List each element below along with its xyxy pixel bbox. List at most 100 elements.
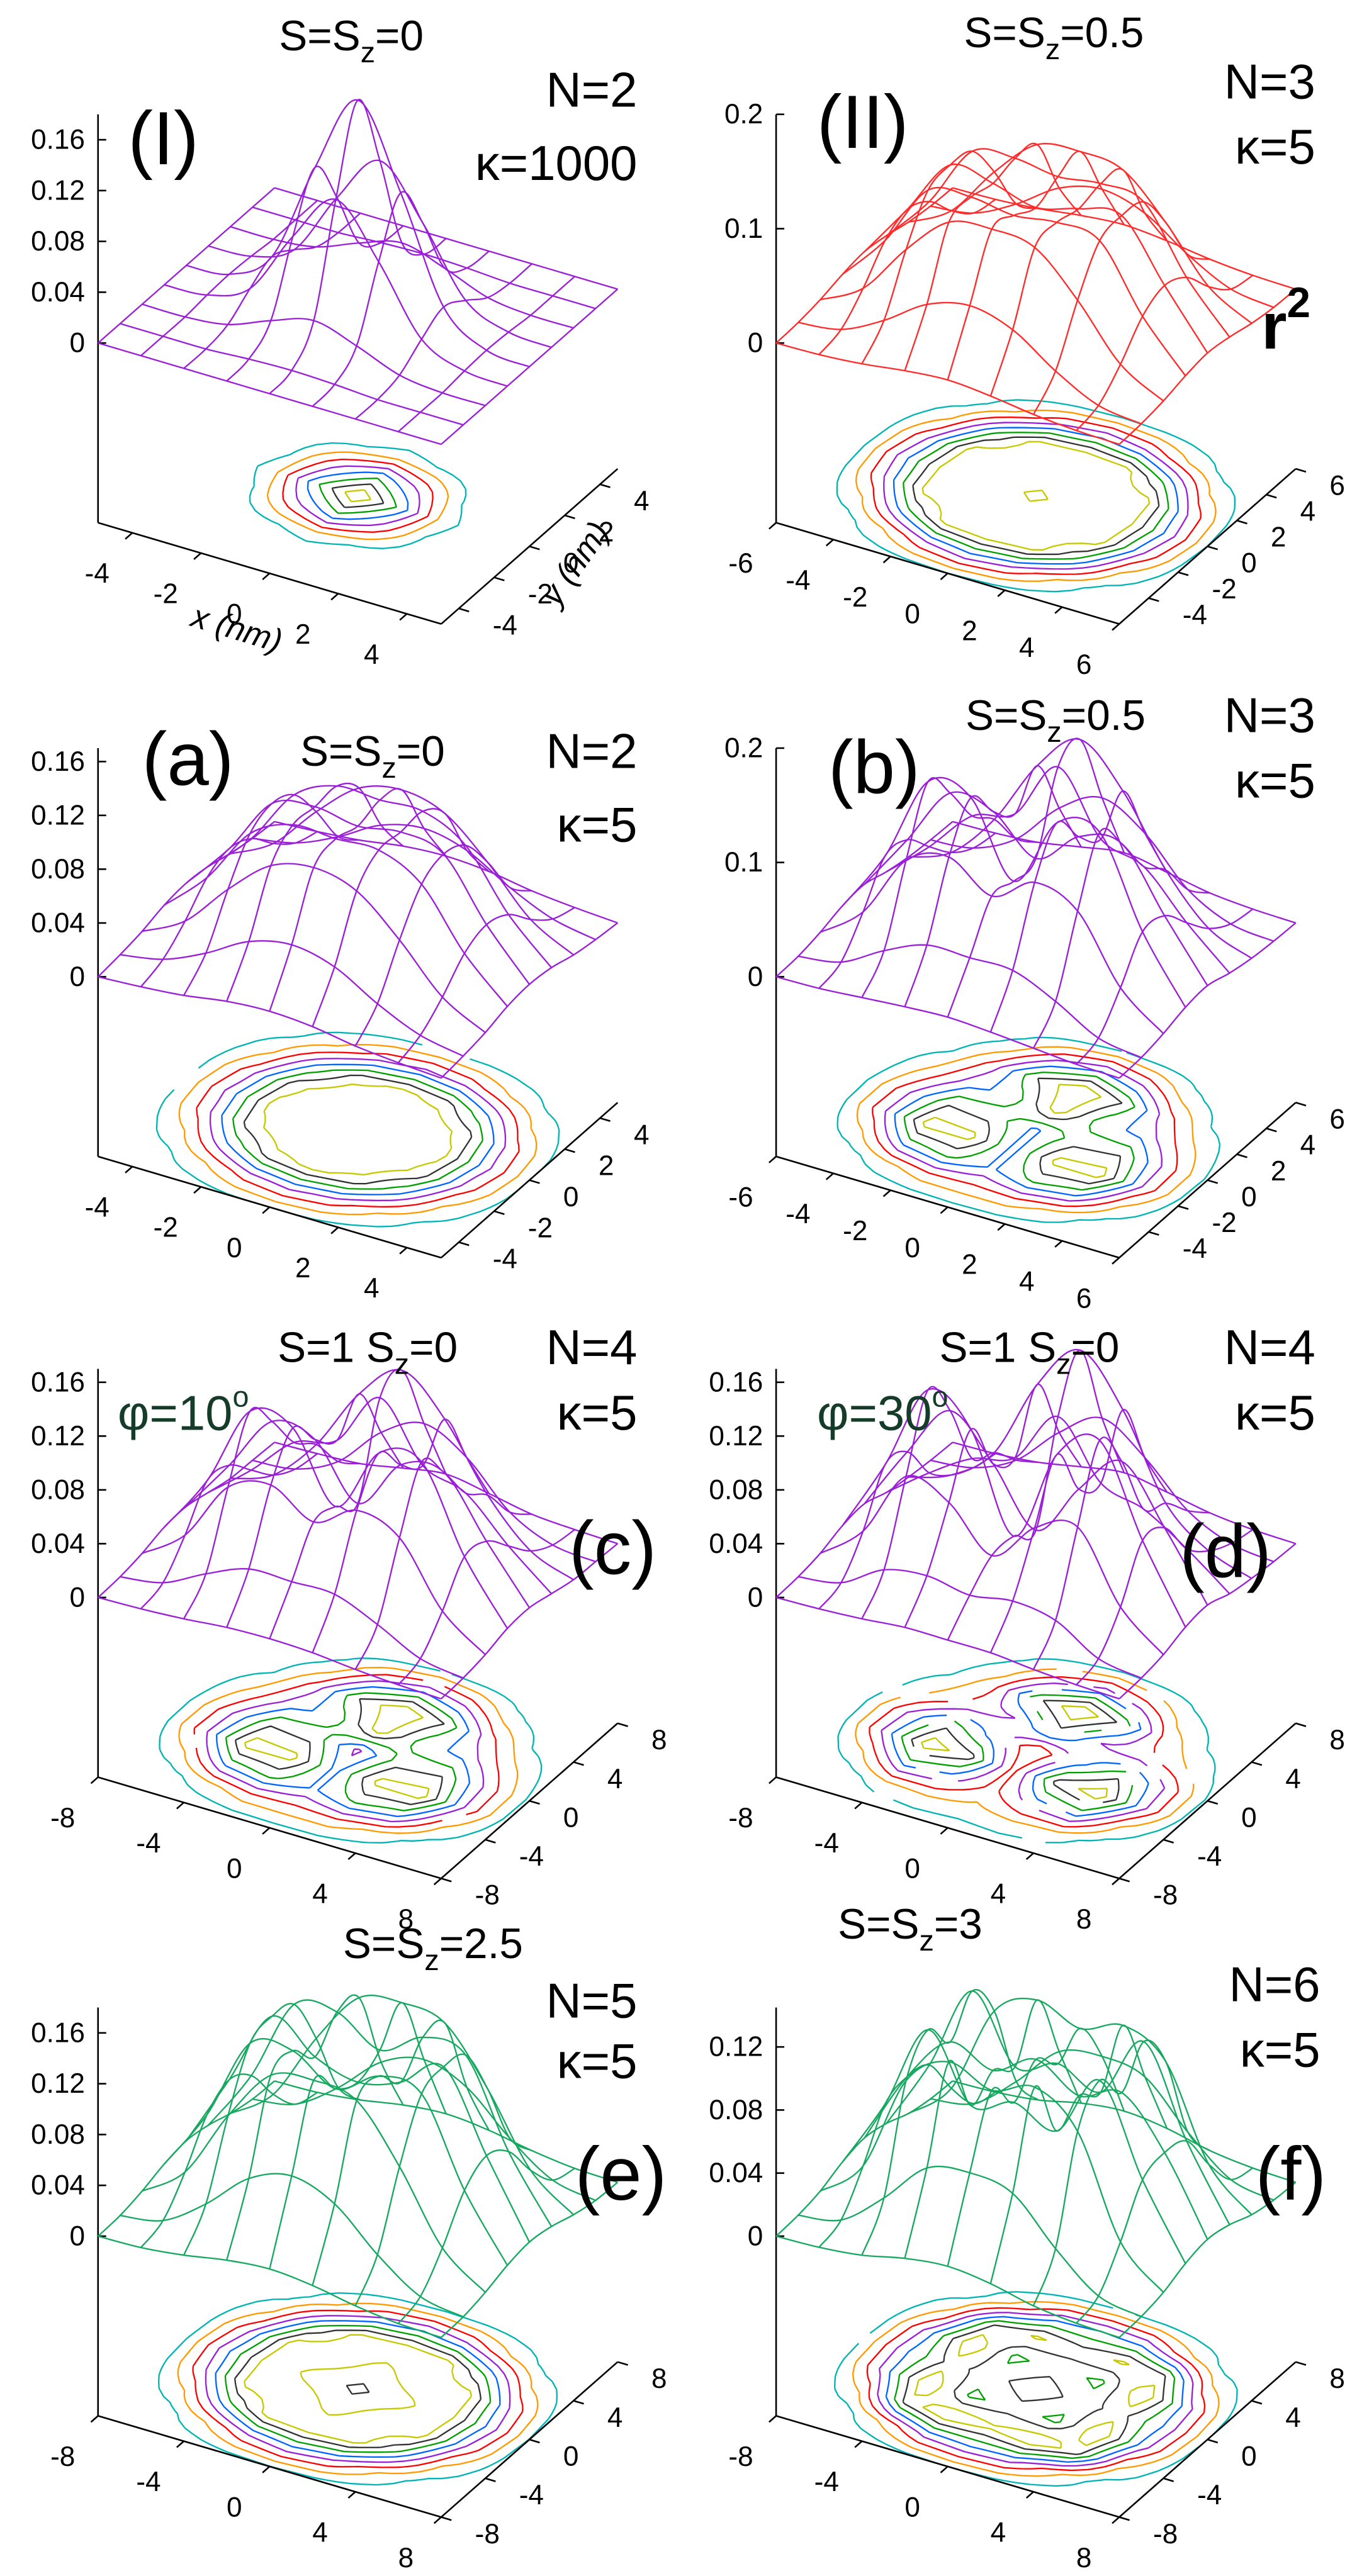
y-tick-label: -4 — [1183, 600, 1207, 630]
contour — [856, 1046, 1197, 1214]
panel-label: (d) — [1180, 1510, 1271, 1594]
contour — [855, 409, 1217, 582]
spin-text: =0 — [1071, 1324, 1120, 1371]
n-label: N=5 — [546, 1974, 637, 2029]
z-tick-label: 0.08 — [709, 1474, 763, 1505]
spin-subscript: z — [424, 1944, 439, 1976]
spin-text: S=S — [279, 13, 360, 60]
spin-text: S=1 S — [278, 1324, 395, 1371]
y-tick-label: -8 — [1153, 2519, 1178, 2550]
x-tick — [769, 1155, 777, 1163]
annotation-text: r — [1261, 290, 1287, 363]
spin-subscript: z — [395, 1348, 409, 1380]
mesh-line — [230, 1369, 574, 1581]
spin-text: S=S — [838, 1901, 919, 1948]
mesh-line — [930, 795, 1275, 942]
x-tick — [176, 1801, 184, 1810]
x-tick-label: 4 — [364, 639, 380, 670]
y-axis-label: y (nm) — [532, 515, 617, 613]
x-tick — [193, 1186, 202, 1194]
mesh-line — [886, 766, 1230, 974]
contour — [234, 1698, 445, 1806]
contour — [249, 442, 467, 549]
mesh-line — [861, 1989, 1039, 2256]
x-tick — [1112, 1257, 1120, 1265]
contour — [331, 483, 385, 508]
x-tick-label: -2 — [843, 582, 867, 613]
spin-subscript: z — [1047, 715, 1061, 748]
mesh-line — [97, 187, 275, 344]
x-tick-label: 8 — [398, 2543, 414, 2573]
x-tick-label: 0 — [904, 1233, 920, 1263]
contour — [866, 2307, 1206, 2472]
y-tick-label: 8 — [1329, 1725, 1345, 1756]
x-tick — [330, 593, 339, 601]
spin-subscript: z — [381, 751, 396, 784]
x-tick-label: 2 — [962, 1250, 977, 1280]
x-tick-label: -8 — [728, 2441, 753, 2472]
y-tick-label: 8 — [651, 1725, 667, 1756]
z-tick-label: 0.08 — [31, 1474, 85, 1505]
y-tick-label: -4 — [1183, 1233, 1207, 1264]
y-tick — [1251, 1761, 1263, 1766]
x-tick — [90, 1776, 99, 1784]
mesh-line — [226, 165, 404, 382]
mesh-line — [1118, 2181, 1297, 2338]
mesh-line — [269, 788, 447, 1012]
z-tick-label: 0.16 — [31, 2017, 85, 2048]
x-tick-label: 4 — [991, 1879, 1006, 1910]
y-tick-label: -4 — [1197, 2480, 1222, 2511]
phi-label: φ=30o — [817, 1380, 949, 1441]
contour — [892, 427, 1179, 565]
mesh-line — [1118, 922, 1297, 1079]
mesh-line — [142, 1480, 486, 1655]
y-tick — [1295, 1722, 1307, 1727]
mesh-line — [775, 976, 1120, 1079]
mesh-line — [98, 1596, 442, 1700]
y-tick-label: -2 — [1212, 1207, 1236, 1238]
mesh-line — [140, 831, 318, 987]
mesh-line — [775, 1442, 954, 1598]
z-tick-label: 0 — [748, 2220, 763, 2251]
contour — [921, 440, 1151, 551]
contour — [836, 1036, 1221, 1223]
x-tick — [433, 1878, 442, 1886]
y-tick-label: -4 — [1197, 1841, 1222, 1872]
spin-text: =0.5 — [1060, 9, 1144, 56]
mesh-line — [97, 2080, 275, 2237]
contour — [196, 1051, 520, 1208]
mesh-line — [441, 1543, 619, 1700]
y-tick — [529, 546, 540, 551]
y-tick — [1118, 1878, 1130, 1883]
contour — [262, 1084, 453, 1176]
x-tick-label: -2 — [843, 1216, 867, 1246]
mesh-line — [164, 198, 508, 387]
kappa-label: κ=5 — [557, 797, 638, 852]
mesh-line — [142, 2072, 486, 2293]
x-tick-label: 0 — [227, 1853, 242, 1884]
n-label: N=2 — [546, 724, 637, 779]
z-tick-label: 0 — [69, 961, 85, 992]
spin-text: =0 — [409, 1324, 458, 1371]
panel-label: (b) — [828, 726, 920, 810]
contour — [244, 1704, 430, 1800]
x-tick — [940, 2465, 949, 2473]
x-tick-label: 4 — [991, 2517, 1006, 2548]
spin-text: S=S — [343, 1920, 424, 1968]
y-tick — [1251, 2400, 1263, 2405]
contour — [903, 432, 1169, 560]
contour — [894, 1065, 1149, 1197]
y-tick — [1207, 1179, 1219, 1184]
x-tick-label: 0 — [227, 1233, 242, 1263]
y-tick — [1163, 1839, 1174, 1844]
y-tick-label: 4 — [607, 2402, 623, 2433]
z-tick-label: 0.16 — [31, 1367, 85, 1397]
mesh-line — [930, 1416, 1275, 1562]
x-tick-label: 0 — [904, 2492, 920, 2523]
mesh-line — [269, 1369, 447, 1639]
contour — [232, 1069, 484, 1190]
y-tick — [529, 1179, 540, 1184]
y-tick-label: -8 — [475, 2519, 500, 2550]
y-tick-label: -4 — [519, 2480, 544, 2511]
